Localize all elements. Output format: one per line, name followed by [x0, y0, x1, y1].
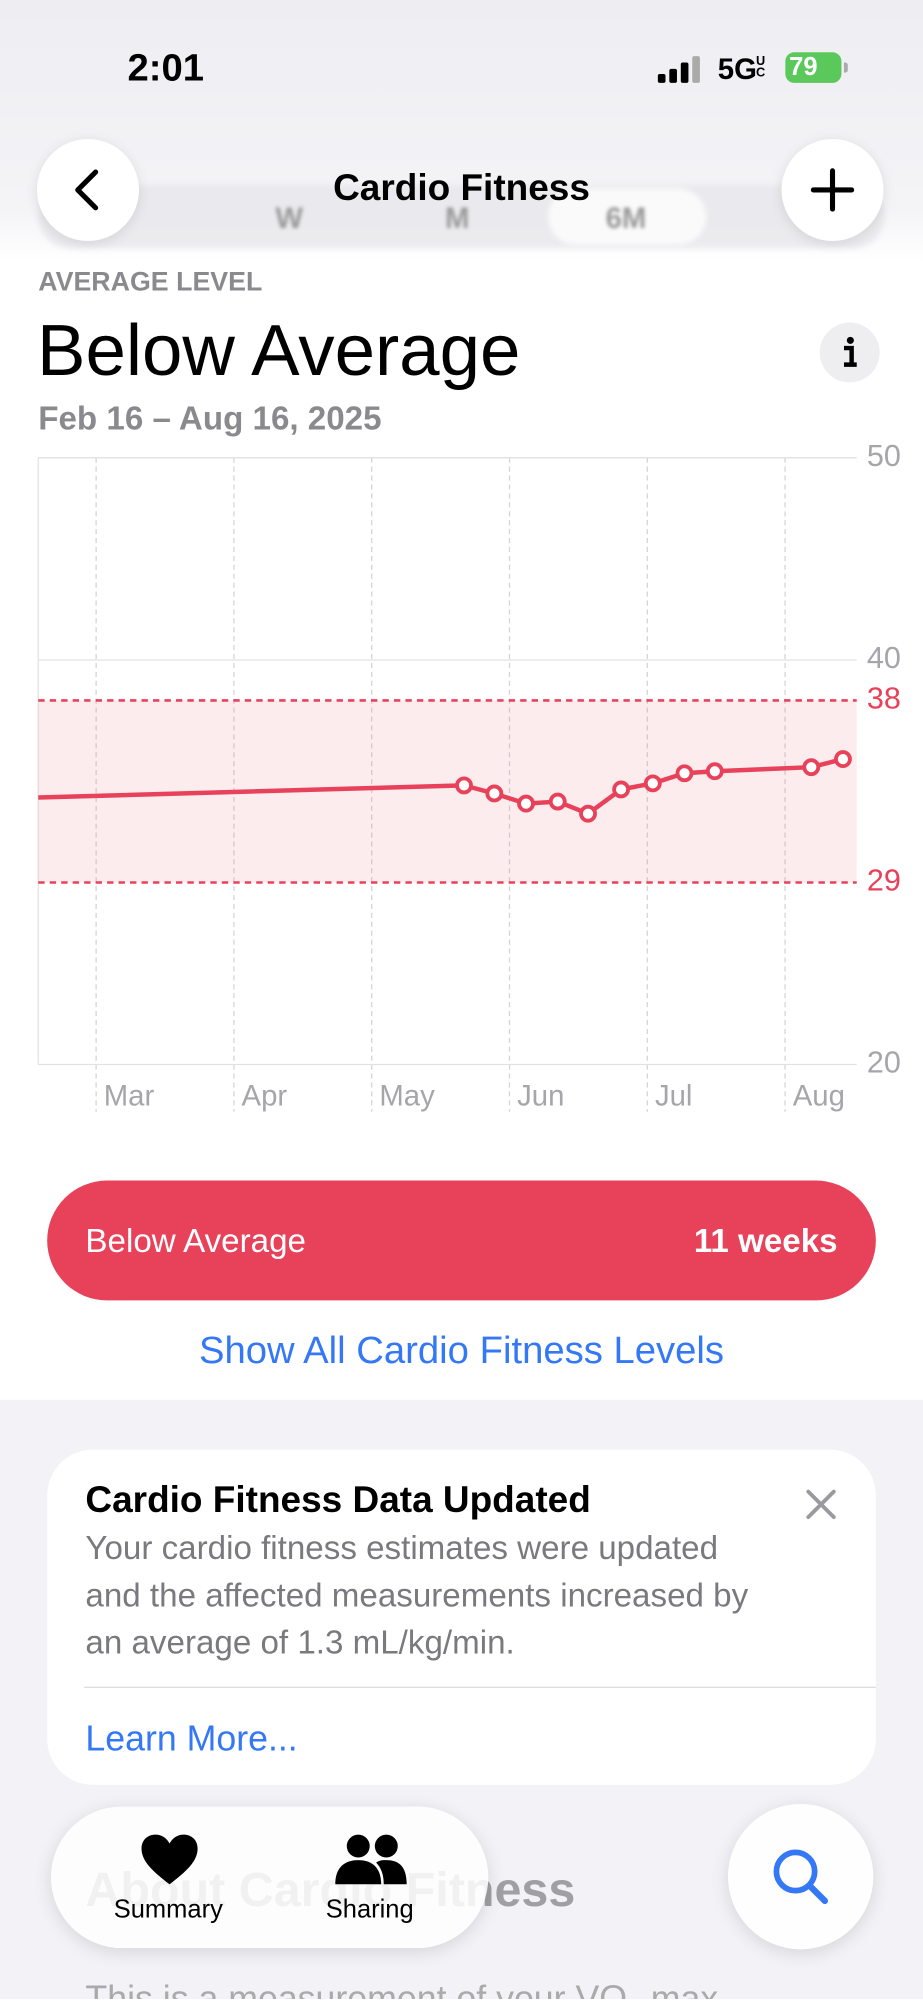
network-badge: UC	[756, 54, 766, 81]
chart: Mar Apr May Jun Jul Aug 20 40 50 38 29	[37, 439, 901, 1112]
info-button[interactable]	[819, 322, 880, 383]
battery-level: 79	[789, 53, 818, 82]
card-body: and the affected measurements increased …	[85, 1575, 749, 1615]
summary-label: AVERAGE LEVEL	[38, 267, 263, 298]
data-point	[517, 794, 535, 813]
segment[interactable]: 6M	[605, 201, 647, 235]
summary-icon[interactable]	[140, 1833, 199, 1887]
tab-label[interactable]: Sharing	[325, 1895, 414, 1924]
reference-label: 38	[867, 682, 901, 716]
status-time: 2:01	[127, 47, 205, 90]
data-point	[675, 764, 694, 783]
info-icon	[843, 336, 857, 367]
update-card	[47, 1449, 876, 1785]
levels-link[interactable]: Show All Cardio Fitness Levels	[198, 1329, 725, 1372]
segment[interactable]: W	[275, 201, 304, 235]
data-point	[834, 750, 852, 769]
card-body: an average of 1.3 mL/kg/min.	[85, 1622, 515, 1662]
x-tick-label: Mar	[104, 1079, 155, 1112]
reference-label: 29	[867, 864, 901, 898]
segmented-control	[38, 184, 885, 249]
banner-label: Below Average	[85, 1221, 306, 1260]
card-body: Your cardio fitness estimates were updat…	[85, 1528, 719, 1567]
data-point	[548, 792, 567, 811]
sharing-icon[interactable]	[334, 1833, 408, 1887]
data-point	[802, 758, 821, 777]
x-tick-label: Jul	[655, 1079, 692, 1112]
tab-label[interactable]: Summary	[113, 1895, 223, 1924]
data-point	[455, 776, 473, 795]
search-icon	[773, 1849, 829, 1905]
y-tick-label: 40	[867, 641, 901, 675]
y-tick-label: 50	[867, 439, 901, 473]
back-button[interactable]	[36, 138, 139, 241]
reference-band	[38, 700, 857, 883]
section-text: This is a measurement of your VO₂ max	[85, 1978, 719, 2000]
y-tick-label: 20	[867, 1046, 901, 1080]
segment-selected	[548, 188, 707, 245]
signal-icon	[657, 56, 700, 83]
card-divider	[84, 1686, 876, 1688]
banner-duration: 11 weeks	[693, 1221, 838, 1260]
card-link[interactable]: Learn More...	[85, 1718, 298, 1759]
x-tick-label: Jun	[517, 1079, 564, 1112]
x-tick-label: Apr	[242, 1079, 288, 1112]
nav-title: Cardio Fitness	[333, 168, 590, 210]
date-range: Feb 16 – Aug 16, 2025	[38, 399, 382, 438]
data-point	[705, 762, 724, 781]
plus-icon	[810, 168, 855, 212]
data-point	[485, 784, 504, 803]
chevron-icon	[75, 169, 99, 211]
card-title: Cardio Fitness Data Updated	[85, 1480, 591, 1521]
battery	[785, 52, 842, 83]
add-button[interactable]	[781, 138, 884, 241]
tab-bar	[50, 1806, 489, 1949]
search-button[interactable]	[727, 1803, 874, 1950]
data-point	[612, 780, 631, 799]
battery-cap	[843, 62, 848, 73]
data-point	[579, 804, 597, 823]
level-banner[interactable]	[47, 1180, 876, 1301]
x-tick-label: May	[379, 1079, 435, 1112]
segment[interactable]: M	[444, 201, 470, 235]
summary-level: Below Average	[36, 309, 521, 392]
close-button[interactable]	[803, 1487, 839, 1523]
x-tick-label: Aug	[793, 1079, 845, 1112]
network-label: 5G	[717, 52, 757, 86]
data-point	[643, 774, 662, 793]
